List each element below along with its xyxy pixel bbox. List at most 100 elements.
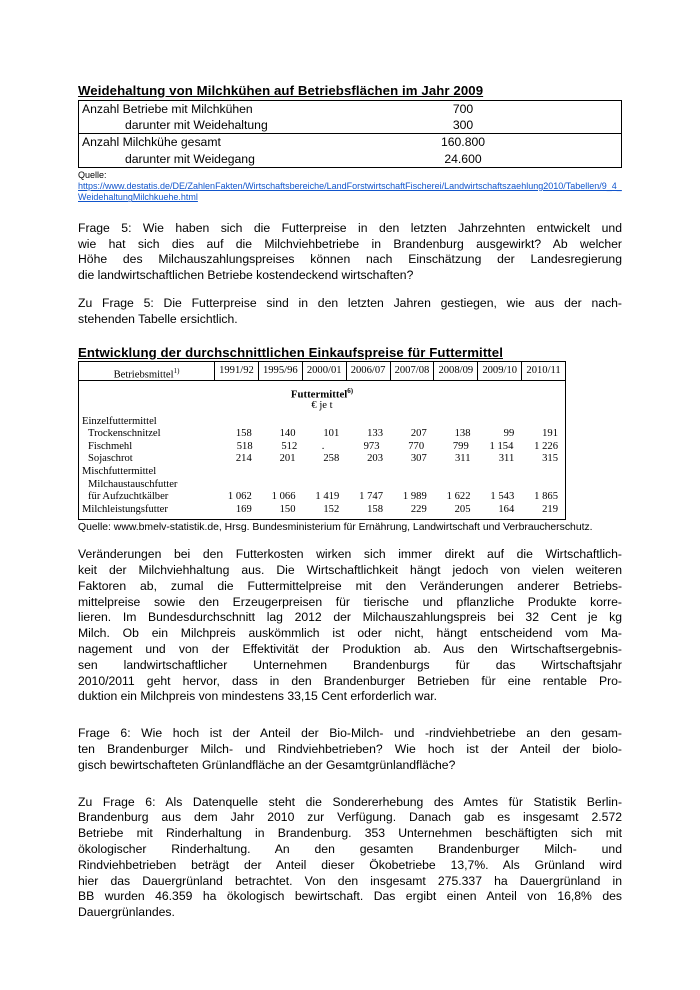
row-value: 300 <box>452 118 474 133</box>
table-row: darunter mit Weidehaltung 300 <box>79 117 621 133</box>
question-5-paragraph: Frage 5: Wie haben sich die Futterpreise… <box>78 221 622 284</box>
group-title-label: Futtermittel <box>290 388 348 401</box>
footnote-marker: 1) <box>173 366 180 375</box>
cell-value <box>390 416 434 429</box>
answer-5-paragraph: Zu Frage 5: Die Futterpreise sind in den… <box>78 296 622 328</box>
text-line: duktion ein Milchpreis von mindestens 33… <box>78 689 438 704</box>
cell-value <box>346 416 390 429</box>
cell-value <box>215 466 259 479</box>
column-header-year: 2008/09 <box>434 361 479 380</box>
text-line: die landwirtschaftlichen Betriebe kosten… <box>78 268 414 283</box>
text-line: ten Brandenburger Milch- und Rindviehbet… <box>78 742 622 757</box>
text-line: Faktoren ab, zumal die Futtermittelpreis… <box>78 578 622 593</box>
column-header-year: 2009/10 <box>478 361 523 380</box>
cell-value: 1 747 <box>359 491 383 503</box>
cell-value: 1 865 <box>534 491 558 503</box>
cell-value: 150 <box>279 503 296 515</box>
text-line: stehenden Tabelle ersichtlich. <box>78 311 238 326</box>
cell-value <box>478 416 522 429</box>
text-line: Betriebe mit Rinderhaltung in Brandenbur… <box>78 826 622 841</box>
cell-value: 1 154 <box>489 440 514 452</box>
text-line: Brandenburg aus dem Jahr 2010 zur Verfüg… <box>78 810 622 825</box>
section1-title: Weidehaltung von Milchkühen auf Betriebs… <box>78 83 484 98</box>
cell-value <box>259 416 303 429</box>
row-label: Mischfuttermittel <box>82 465 157 477</box>
cell-value: 201 <box>279 453 296 465</box>
table-header-row: Betriebsmittel1) 1991/92 1995/96 2000/01… <box>78 360 566 381</box>
row-label: Fischmehl <box>88 440 133 452</box>
cell-value <box>346 479 390 492</box>
table-row: Milchleistungsfutter 169 150 152 158 229 205 16… <box>79 504 565 517</box>
source-2: Quelle: www.bmelv-statistik.de, Hrsg. Bu… <box>78 522 593 534</box>
text-line: Frage 5: Wie haben sich die Futterpreise… <box>78 220 622 235</box>
cell-value: 512 <box>281 440 298 452</box>
text-line: Höhe des Milchauszahlungspreises können … <box>78 252 622 267</box>
cell-value <box>434 416 478 429</box>
text-line: mittelpreise sowie den Erzeugerpreisen f… <box>78 594 622 609</box>
text-line: Milch. Ob ein Milchpreis auskömmlich ist… <box>78 626 622 641</box>
question-6-paragraph: Frage 6: Wie hoch ist der Anteil der Bio… <box>78 726 622 773</box>
text-line: ökologischer Rinderhaltung. An den gesam… <box>78 842 622 857</box>
text-line: nagement und von der Effektivität der Pr… <box>78 642 622 657</box>
text-line: BB wurden 46.359 ha ökologisch bewirtsch… <box>78 889 622 904</box>
cell-value: 315 <box>542 453 558 465</box>
cell-value <box>346 466 390 479</box>
cell-value: 207 <box>410 428 427 440</box>
row-label: Anzahl Milchkühe gesamt <box>82 135 221 150</box>
column-header-betriebsmittel: Betriebsmittel1) <box>79 361 215 380</box>
cell-value <box>215 479 259 492</box>
row-label: für Aufzuchtkälber <box>88 491 169 503</box>
cell-value: 152 <box>323 503 340 515</box>
cell-value <box>303 416 347 429</box>
text-line: Veränderungen bei den Futterkosten wirke… <box>78 547 622 562</box>
text-line: Rindviehbetrieben beträgt der Anteil die… <box>78 857 622 872</box>
cell-value: 158 <box>235 428 252 440</box>
cell-value: 1 543 <box>490 491 515 503</box>
cell-value <box>390 466 434 479</box>
cell-value <box>434 466 478 479</box>
footnote-marker: 6) <box>347 386 354 395</box>
table-group-title: Futtermittel6) <box>79 385 565 401</box>
table-row: Trockenschnitzel 158 140 101 133 207 138 99 191 <box>79 428 565 441</box>
table-row: Anzahl Betriebe mit Milchkühen 700 <box>79 101 621 117</box>
table-row: Sojaschrot 214 201 258 203 307 311 311 315 <box>79 453 565 466</box>
source-link[interactable]: https://www.destatis.de/DE/ZahlenFakten/… <box>78 180 622 203</box>
table-unit: € je t <box>311 399 333 411</box>
cell-value <box>390 479 434 492</box>
cell-value: 1 622 <box>446 491 471 503</box>
cell-value: 99 <box>503 428 515 440</box>
cell-value <box>478 479 522 492</box>
answer-6-paragraph: Zu Frage 6: Als Datenquelle steht die So… <box>78 795 622 921</box>
row-label: darunter mit Weidegang <box>125 151 255 166</box>
table-row: Mischfuttermittel <box>79 466 565 479</box>
cell-value: 1 989 <box>402 491 427 503</box>
cell-value: 311 <box>498 453 515 465</box>
cell-value <box>434 479 478 492</box>
cell-value <box>303 479 347 492</box>
text-line: Zu Frage 6: Als Datenquelle steht die So… <box>78 794 622 809</box>
row-label: Sojaschrot <box>88 453 133 465</box>
table-row: Einzelfuttermittel <box>79 416 565 429</box>
row-label: Milchaustauschfutter <box>88 478 178 490</box>
row-label: darunter mit Weidehaltung <box>125 118 268 133</box>
cell-value: 518 <box>236 440 253 452</box>
row-value: 24.600 <box>444 151 482 166</box>
cell-value: 203 <box>367 453 383 465</box>
cell-value: 1 419 <box>315 491 340 503</box>
row-label: Einzelfuttermittel <box>82 415 157 427</box>
source-block: Quelle: https://www.destatis.de/DE/Zahle… <box>78 170 622 204</box>
row-value: 160.800 <box>440 135 486 150</box>
text-line: wie hat sich dies auf die Milchviehbetri… <box>78 236 622 251</box>
cell-value: 205 <box>454 503 471 515</box>
table-row: Milchaustauschfutter <box>79 479 565 492</box>
cell-value: 973 <box>363 440 380 452</box>
text-line: 2010/2011 geht hervor, dass in den Brand… <box>78 673 622 688</box>
row-value: 700 <box>452 102 474 116</box>
cell-value <box>259 479 303 492</box>
table-row: Fischmehl 518 512. 973 770 799 1 154 1 226 <box>79 441 565 454</box>
table-row: Anzahl Milchkühe gesamt 160.800 <box>79 133 621 150</box>
cell-value: 140 <box>279 428 296 440</box>
cell-value: 307 <box>410 453 427 465</box>
cell-value: 169 <box>235 503 252 515</box>
